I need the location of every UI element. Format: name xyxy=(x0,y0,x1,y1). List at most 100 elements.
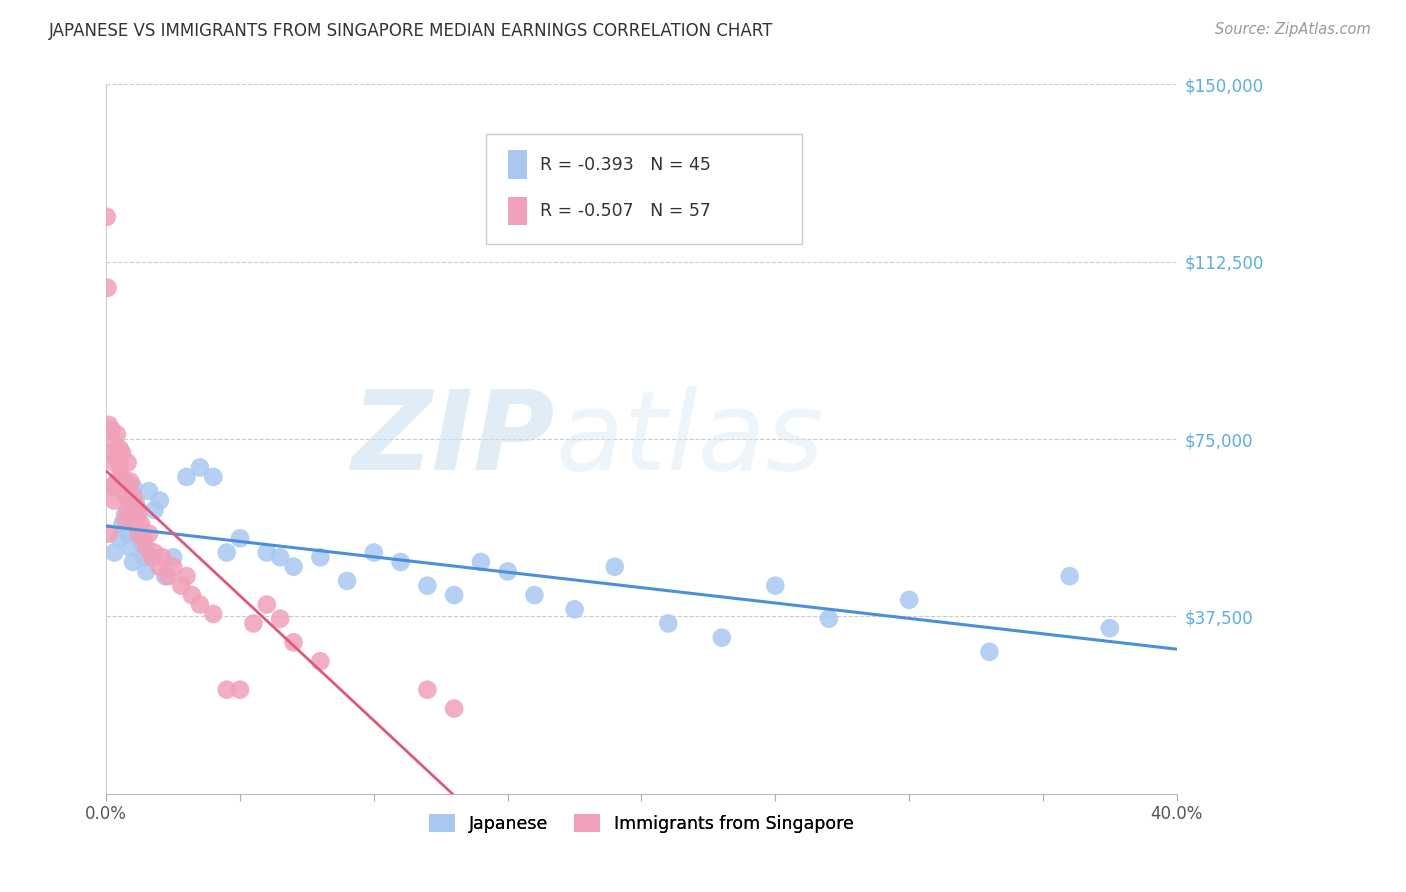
Point xyxy=(100,423,122,437)
Point xyxy=(105,450,128,465)
Point xyxy=(122,555,145,569)
Point xyxy=(120,475,142,489)
Text: R = -0.507   N = 57: R = -0.507 N = 57 xyxy=(540,202,710,219)
Text: atlas: atlas xyxy=(555,385,824,492)
Point xyxy=(100,479,122,493)
Point xyxy=(124,498,146,512)
Point xyxy=(188,598,211,612)
Point xyxy=(124,493,146,508)
Point xyxy=(97,526,120,541)
Point xyxy=(176,470,198,484)
Point xyxy=(103,493,125,508)
Point xyxy=(138,484,160,499)
Point xyxy=(122,479,145,493)
Point xyxy=(96,210,118,224)
Text: Source: ZipAtlas.com: Source: ZipAtlas.com xyxy=(1215,22,1371,37)
FancyBboxPatch shape xyxy=(508,196,527,225)
Point xyxy=(283,635,305,649)
Point xyxy=(443,701,465,715)
Point xyxy=(114,508,136,522)
Point xyxy=(132,550,155,565)
Point xyxy=(657,616,679,631)
Point xyxy=(117,456,139,470)
Point xyxy=(111,470,134,484)
Point xyxy=(120,493,142,508)
Point xyxy=(309,654,332,668)
Point xyxy=(120,541,142,555)
Point xyxy=(122,508,145,522)
Point xyxy=(138,526,160,541)
Point xyxy=(111,517,134,532)
Point xyxy=(129,536,152,550)
Point xyxy=(269,612,291,626)
Point xyxy=(470,555,492,569)
Point xyxy=(202,470,225,484)
Point xyxy=(135,565,157,579)
Point xyxy=(100,446,122,460)
Point xyxy=(103,479,125,493)
Point xyxy=(416,682,439,697)
Point xyxy=(443,588,465,602)
Point xyxy=(135,541,157,555)
Point xyxy=(129,517,152,532)
Point xyxy=(111,446,134,460)
Point xyxy=(389,555,412,569)
Point xyxy=(124,517,146,532)
Point xyxy=(763,579,786,593)
Point xyxy=(188,460,211,475)
Point xyxy=(132,532,155,546)
Point xyxy=(141,550,163,565)
Point xyxy=(817,612,839,626)
Text: R = -0.393   N = 45: R = -0.393 N = 45 xyxy=(540,155,710,174)
Point xyxy=(108,532,131,546)
Point xyxy=(1059,569,1081,583)
FancyBboxPatch shape xyxy=(486,134,801,244)
Point xyxy=(242,616,264,631)
Point xyxy=(1098,621,1121,635)
Point xyxy=(283,559,305,574)
Point xyxy=(416,579,439,593)
Point xyxy=(156,569,179,583)
FancyBboxPatch shape xyxy=(508,151,527,178)
Point xyxy=(202,607,225,621)
Point xyxy=(143,545,166,559)
Point xyxy=(108,442,131,456)
Point xyxy=(149,493,172,508)
Text: JAPANESE VS IMMIGRANTS FROM SINGAPORE MEDIAN EARNINGS CORRELATION CHART: JAPANESE VS IMMIGRANTS FROM SINGAPORE ME… xyxy=(49,22,773,40)
Point xyxy=(127,503,149,517)
Point xyxy=(898,592,921,607)
Point xyxy=(103,437,125,451)
Point xyxy=(564,602,586,616)
Point xyxy=(229,532,252,546)
Point xyxy=(103,545,125,559)
Point xyxy=(496,565,519,579)
Point xyxy=(710,631,733,645)
Point xyxy=(117,479,139,493)
Point xyxy=(108,456,131,470)
Point xyxy=(269,550,291,565)
Point xyxy=(256,598,278,612)
Point xyxy=(229,682,252,697)
Point xyxy=(97,281,120,295)
Point xyxy=(103,456,125,470)
Point xyxy=(152,550,174,565)
Point xyxy=(122,489,145,503)
Point xyxy=(105,427,128,442)
Point xyxy=(97,417,120,432)
Point xyxy=(127,508,149,522)
Point xyxy=(153,569,176,583)
Point xyxy=(114,512,136,526)
Point xyxy=(117,503,139,517)
Point xyxy=(170,579,193,593)
Point xyxy=(143,503,166,517)
Point xyxy=(256,545,278,559)
Point xyxy=(180,588,202,602)
Point xyxy=(114,489,136,503)
Point xyxy=(117,526,139,541)
Point xyxy=(363,545,385,559)
Point xyxy=(603,559,626,574)
Point xyxy=(127,526,149,541)
Point xyxy=(149,559,172,574)
Point xyxy=(309,550,332,565)
Point xyxy=(215,682,238,697)
